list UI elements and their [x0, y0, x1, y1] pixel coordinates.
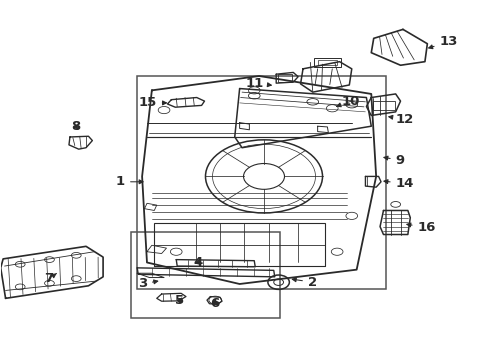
- Text: 12: 12: [388, 113, 413, 126]
- Text: 13: 13: [428, 35, 457, 49]
- Text: 11: 11: [245, 77, 271, 90]
- Text: 14: 14: [383, 177, 413, 190]
- Bar: [137, 76, 385, 289]
- Bar: [277, 74, 292, 82]
- Text: 15: 15: [138, 96, 166, 109]
- Bar: [372, 101, 394, 110]
- Text: 4: 4: [193, 256, 202, 269]
- Bar: [154, 244, 325, 266]
- Text: 2: 2: [292, 276, 316, 289]
- Text: 9: 9: [383, 154, 404, 167]
- Text: 8: 8: [72, 120, 81, 133]
- Text: 10: 10: [336, 95, 360, 108]
- Text: 16: 16: [406, 221, 435, 234]
- Text: 7: 7: [44, 272, 57, 285]
- Bar: [317, 60, 336, 65]
- Text: 1: 1: [116, 175, 142, 188]
- Text: 6: 6: [210, 297, 220, 310]
- Bar: [314, 58, 340, 67]
- Text: 5: 5: [175, 294, 184, 307]
- Text: 3: 3: [138, 278, 158, 291]
- Bar: [154, 223, 325, 266]
- Bar: [131, 232, 280, 318]
